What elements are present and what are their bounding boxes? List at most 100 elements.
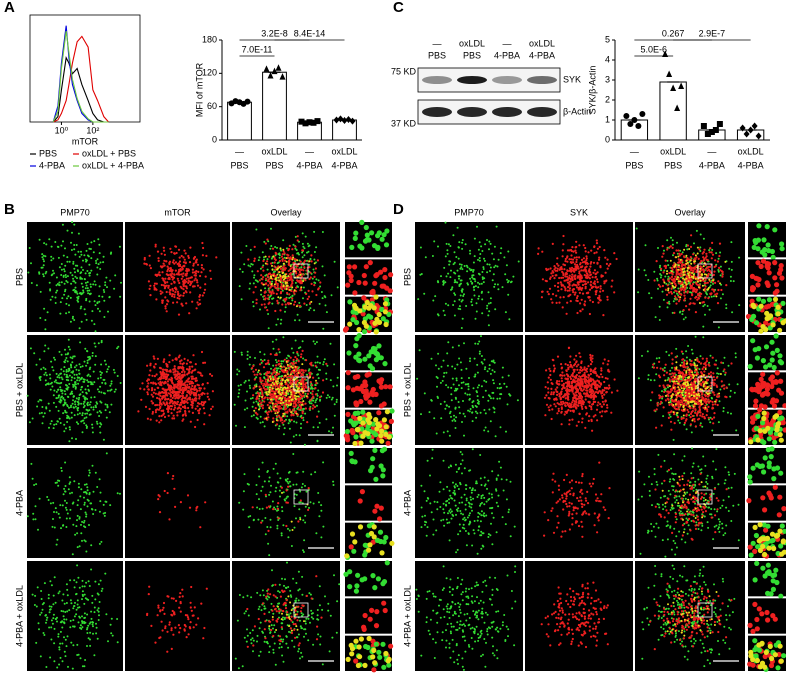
zoom-inset (345, 485, 392, 522)
fluorescence-dot (436, 280, 439, 283)
fluorescence-dot (174, 269, 177, 272)
fluorescence-dot (308, 592, 311, 595)
fluorescence-dot (64, 247, 66, 250)
fluorescence-dot (353, 230, 359, 236)
fluorescence-dot (171, 293, 174, 296)
fluorescence-dot (268, 480, 270, 483)
fluorescence-dot (66, 260, 69, 263)
fluorescence-dot (189, 246, 192, 249)
fluorescence-dot (188, 370, 191, 373)
fluorescence-dot (119, 492, 121, 495)
fluorescence-dot (387, 288, 393, 294)
fluorescence-dot (70, 249, 73, 251)
lane-label: — (433, 38, 442, 48)
fluorescence-dot (168, 354, 171, 357)
fluorescence-dot (85, 416, 88, 419)
fluorescence-dot (77, 369, 80, 372)
fluorescence-dot (289, 285, 292, 288)
fluorescence-dot (474, 285, 477, 288)
fluorescence-dot (44, 319, 47, 321)
fluorescence-dot (353, 588, 359, 594)
fluorescence-dot (300, 353, 303, 356)
fluorescence-dot (38, 238, 41, 241)
fluorescence-dot (296, 628, 299, 631)
fluorescence-dot (283, 264, 286, 267)
fluorescence-dot (283, 420, 286, 423)
fluorescence-dot (267, 327, 270, 330)
fluorescence-dot (68, 517, 71, 520)
fluorescence-dot (99, 500, 102, 503)
fluorescence-dot (204, 400, 207, 403)
fluorescence-dot (257, 259, 260, 262)
fluorescence-dot (167, 286, 170, 289)
fluorescence-dot (79, 508, 82, 511)
fluorescence-dot (174, 369, 177, 373)
fluorescence-dot (261, 485, 264, 488)
fluorescence-dot (284, 369, 287, 372)
fluorescence-dot (191, 365, 194, 368)
fluorescence-dot (277, 289, 280, 292)
fluorescence-dot (486, 239, 488, 241)
fluorescence-dot (63, 650, 66, 653)
fluorescence-dot (281, 391, 284, 394)
fluorescence-dot (97, 263, 100, 266)
fluorescence-dot (200, 602, 203, 605)
fluorescence-dot (346, 350, 352, 356)
fluorescence-dot (168, 518, 171, 521)
fluorescence-dot (376, 311, 382, 318)
fluorescence-dot (285, 616, 289, 619)
fluorescence-dot (289, 265, 292, 268)
fluorescence-dot (280, 362, 283, 365)
fluorescence-dot (316, 439, 319, 442)
fluorescence-dot (305, 490, 308, 493)
fluorescence-dot (326, 364, 329, 367)
fluorescence-dot (63, 282, 66, 285)
fluorescence-dot (345, 656, 351, 663)
fluorescence-dot (491, 252, 494, 255)
fluorescence-dot (258, 395, 261, 398)
fluorescence-dot (302, 400, 305, 403)
fluorescence-dot (173, 295, 176, 299)
fluorescence-dot (295, 267, 298, 270)
fluorescence-dot (302, 286, 305, 289)
fluorescence-dot (248, 384, 251, 387)
fluorescence-dot (173, 273, 176, 276)
fluorescence-dot (187, 256, 190, 259)
fluorescence-dot (171, 261, 174, 264)
fluorescence-dot (282, 248, 285, 251)
fluorescence-dot (61, 599, 64, 602)
fluorescence-dot (355, 410, 361, 416)
fluorescence-dot (287, 263, 290, 266)
fluorescence-dot (204, 501, 207, 504)
fluorescence-dot (269, 632, 272, 634)
fluorescence-dot (158, 397, 161, 400)
fluorescence-dot (308, 368, 311, 371)
column-header: PMP70 (60, 207, 90, 217)
fluorescence-dot (295, 517, 297, 520)
fluorescence-dot (383, 321, 389, 328)
fluorescence-dot (182, 288, 185, 291)
fluorescence-dot (182, 292, 186, 295)
fluorescence-dot (171, 417, 174, 420)
fluorescence-dot (290, 362, 293, 365)
fluorescence-dot (196, 405, 199, 408)
fluorescence-dot (265, 277, 268, 280)
fluorescence-dot (157, 393, 160, 396)
zoom-inset (345, 219, 392, 258)
fluorescence-dot (322, 327, 325, 330)
fluorescence-dot (163, 264, 166, 267)
fluorescence-dot (236, 619, 239, 622)
fluorescence-dot (348, 277, 354, 284)
fluorescence-dot (194, 272, 197, 275)
fluorescence-dot (76, 376, 79, 379)
fluorescence-dot (96, 266, 99, 269)
fluorescence-dot (381, 579, 388, 585)
fluorescence-dot (46, 383, 49, 385)
fluorescence-dot (44, 368, 47, 371)
fluorescence-dot (241, 665, 244, 668)
fluorescence-dot (183, 357, 186, 360)
histogram-line (52, 35, 109, 123)
fluorescence-dot (107, 310, 109, 313)
fluorescence-dot (332, 426, 334, 429)
fluorescence-dot (343, 571, 349, 577)
